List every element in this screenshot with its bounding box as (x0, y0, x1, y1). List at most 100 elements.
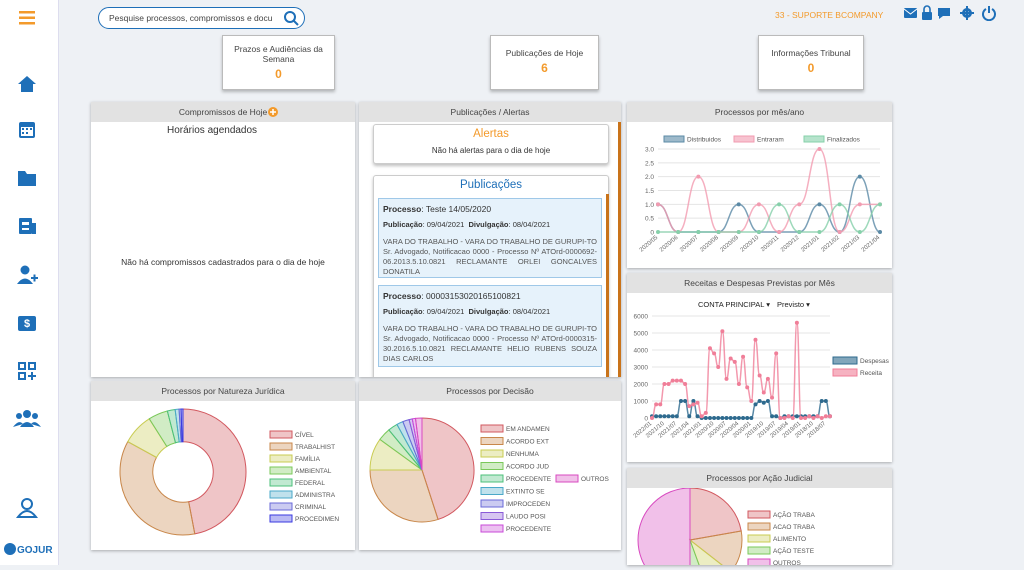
chart: EM ANDAMEN ACORDO EXT NENHUMA ACORDO JUD PRO… (369, 417, 609, 533)
slice (637, 488, 691, 565)
data-point (707, 416, 712, 420)
data-point (728, 416, 733, 420)
data-point (699, 414, 704, 419)
data-point (724, 416, 729, 420)
legend-swatch (480, 499, 504, 508)
chat-icon[interactable] (938, 8, 950, 19)
data-point (650, 416, 654, 420)
data-point (724, 376, 729, 381)
data-point (749, 416, 754, 420)
data-point (676, 230, 681, 234)
legend-label: TRABALHIST (295, 444, 335, 451)
data-point (670, 414, 675, 419)
data-point (794, 414, 799, 419)
legend-swatch (747, 546, 771, 555)
card[interactable]: Informações Tribunal 0 (758, 35, 864, 90)
home-icon[interactable] (18, 76, 36, 92)
legend-label: CRIMINAL (295, 504, 326, 511)
menu-icon[interactable] (19, 11, 35, 25)
label: Divulgação (468, 220, 509, 229)
profile-icon[interactable] (15, 498, 39, 518)
label: Publicação (383, 307, 423, 316)
data-point (658, 414, 663, 419)
y-tick-label: 0.5 (645, 216, 654, 223)
alerts-box: Alertas Não há alertas para o dia de hoj… (373, 124, 609, 164)
data-point (753, 402, 758, 407)
label: Processo (383, 204, 422, 214)
date: 09/04/2021 (426, 220, 465, 229)
panel: Processos por Ação Judicial AÇÃO TRABA AC… (627, 468, 892, 565)
add-button[interactable] (267, 106, 279, 118)
data-point (765, 376, 770, 381)
mail-icon[interactable] (903, 8, 918, 18)
search-box[interactable]: Pesquise processos, compromissos e docu (98, 7, 305, 29)
data-point (799, 416, 804, 420)
data-point (807, 414, 812, 419)
legend-swatch (747, 558, 771, 565)
account-select[interactable]: CONTA PRINCIPAL ▾ (698, 300, 770, 309)
data-point (790, 416, 795, 420)
card[interactable]: Prazos e Audiências da Semana 0 (222, 35, 335, 90)
data-point (817, 230, 822, 234)
subtitle: Horários agendados (167, 125, 258, 136)
data-point (683, 399, 688, 403)
sidebar-icons: $ GOJUR (4, 11, 53, 556)
publication-item[interactable]: Processo: 00003153020165100821 Publicaçã… (378, 285, 602, 367)
logo-mark (4, 543, 16, 555)
x-tick-label: 2020/05 (639, 235, 660, 254)
legend-swatch (269, 490, 293, 499)
data-point (736, 382, 741, 386)
type-select[interactable]: Previsto ▾ (777, 300, 810, 309)
scrollbar[interactable] (606, 194, 609, 377)
search-icon[interactable] (283, 10, 299, 26)
team-icon[interactable] (13, 410, 41, 427)
data-point (819, 399, 824, 403)
data-point (797, 230, 802, 234)
settings-icon[interactable] (960, 6, 974, 20)
calendar-icon[interactable] (19, 122, 35, 138)
x-tick-label: 2020/07 (679, 235, 700, 254)
apps-icon[interactable] (18, 362, 36, 380)
card-title: Informações Tribunal (771, 48, 851, 58)
data-point (736, 202, 741, 207)
date: 09/04/2021 (426, 307, 465, 316)
panel-title: Processos por Ação Judicial (627, 468, 892, 488)
slice (180, 408, 184, 443)
data-point (687, 404, 692, 409)
data-point (857, 202, 862, 207)
add-user-icon[interactable] (17, 265, 38, 285)
legend-swatch (832, 356, 858, 365)
legend-swatch (480, 487, 504, 495)
publication-item[interactable]: Processo: Teste 14/05/2020 Publicação: 0… (378, 198, 602, 278)
logo-text: GOJUR (17, 545, 53, 556)
svg-text:$: $ (24, 318, 30, 330)
series-line (658, 203, 881, 233)
lock-icon[interactable] (922, 5, 932, 20)
data-point (786, 414, 791, 419)
data-point (687, 414, 692, 419)
panel: Publicações / Alertas Alertas Não há ale… (359, 102, 621, 377)
legend-swatch (269, 514, 293, 523)
data-point (878, 202, 882, 207)
user-name[interactable]: 33 - SUPORTE BCOMPANY (775, 10, 884, 20)
date: 08/04/2021 (512, 220, 551, 229)
legend-swatch (480, 449, 504, 458)
data-point (777, 202, 782, 207)
slice (182, 408, 247, 535)
scrollbar[interactable] (618, 122, 621, 377)
slice (688, 538, 723, 565)
data-point (815, 414, 820, 419)
card[interactable]: Publicações de Hoje 6 (490, 35, 599, 90)
legend-label: EM ANDAMEN (506, 426, 550, 433)
legend-label: CÍVEL (295, 430, 314, 439)
legend-label: FEDERAL (295, 480, 325, 487)
sidebar: $ GOJUR (0, 0, 59, 565)
folder-icon[interactable] (18, 171, 36, 186)
label: Processo (383, 291, 422, 301)
data-point (761, 390, 766, 395)
news-icon[interactable] (19, 218, 36, 234)
data-point (736, 416, 741, 420)
power-icon[interactable] (982, 6, 996, 21)
finance-icon[interactable]: $ (18, 316, 36, 331)
